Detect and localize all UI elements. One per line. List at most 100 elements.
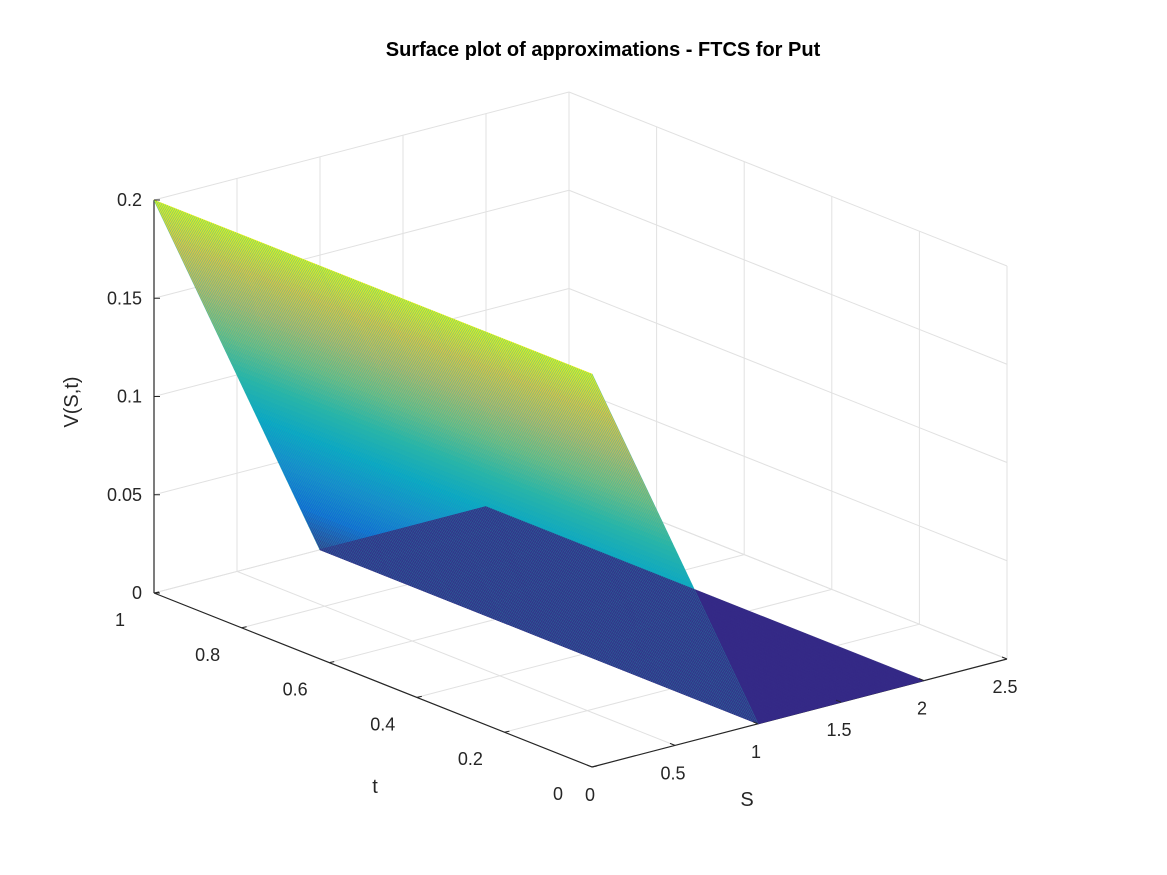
surface-mesh-line bbox=[471, 325, 638, 677]
surface-mesh-line bbox=[361, 522, 528, 567]
surface-mesh-line bbox=[182, 211, 349, 562]
x-tick-mark bbox=[752, 721, 759, 725]
surface-mesh-line bbox=[615, 623, 782, 668]
surface-mesh-line bbox=[344, 275, 511, 626]
surface-mesh-line bbox=[188, 213, 356, 564]
surface-mesh-line bbox=[451, 318, 619, 669]
surface-mesh-line bbox=[328, 269, 496, 620]
surface-mesh-line bbox=[521, 586, 688, 631]
surface-mesh-line bbox=[685, 651, 852, 696]
surface-mesh-line bbox=[160, 202, 327, 553]
surface-mesh-line bbox=[501, 338, 669, 689]
surface-mesh-line bbox=[184, 211, 352, 563]
surface-mesh-line bbox=[648, 636, 815, 681]
surface-mesh-line bbox=[624, 627, 791, 672]
surface-mesh-line bbox=[455, 319, 623, 671]
surface-mesh-line bbox=[528, 348, 695, 699]
surface-mesh-line bbox=[155, 200, 323, 551]
surface-mesh-line bbox=[230, 230, 398, 581]
surface-mesh-line bbox=[346, 516, 513, 561]
surface-mesh-line bbox=[324, 507, 491, 552]
surface-mesh-line bbox=[203, 219, 371, 571]
surface-mesh-line bbox=[420, 546, 587, 591]
surface-mesh-line bbox=[486, 332, 654, 683]
grid-line bbox=[153, 91, 570, 201]
surface-mesh-line bbox=[552, 598, 719, 643]
surface-mesh-line bbox=[512, 582, 679, 627]
surface-mesh-line bbox=[453, 559, 620, 604]
surface-mesh-line bbox=[560, 361, 728, 712]
surface-mesh-line bbox=[477, 328, 645, 679]
surface-mesh-line bbox=[291, 254, 459, 605]
surface-mesh-line bbox=[355, 279, 522, 631]
y-tick-mark bbox=[329, 661, 335, 664]
surface-mesh-line bbox=[295, 256, 463, 607]
surface-mesh-line bbox=[287, 252, 454, 604]
surface-mesh-line bbox=[350, 278, 518, 629]
surface-mesh-line bbox=[317, 265, 485, 616]
surface-mesh-line bbox=[497, 336, 665, 687]
surface-mesh-line bbox=[343, 515, 511, 560]
surface-mesh-line bbox=[729, 668, 896, 713]
surface-mesh-line bbox=[576, 367, 744, 718]
surface-mesh-line bbox=[425, 547, 592, 592]
surface-mesh-line bbox=[370, 285, 538, 637]
surface-mesh-line bbox=[589, 613, 756, 658]
surface-mesh-line bbox=[619, 625, 787, 670]
surface-mesh-line bbox=[186, 212, 354, 564]
surface-mesh-line bbox=[703, 658, 870, 703]
surface-mesh-line bbox=[641, 634, 809, 679]
surface-mesh-line bbox=[608, 621, 776, 666]
surface-mesh-line bbox=[442, 554, 609, 599]
surface-mesh-line bbox=[565, 603, 732, 648]
surface-mesh-line bbox=[475, 327, 643, 678]
surface-mesh-line bbox=[363, 283, 531, 634]
y-tick-mark bbox=[416, 695, 422, 698]
surface-mesh-line bbox=[398, 537, 565, 582]
surface-mesh-line bbox=[464, 323, 632, 674]
surface-mesh-line bbox=[372, 286, 540, 637]
surface-mesh-line bbox=[400, 538, 568, 583]
surface-mesh-line bbox=[481, 570, 649, 615]
surface-mesh-line bbox=[414, 543, 581, 588]
surface-mesh-line bbox=[278, 249, 446, 600]
surface-mesh-line bbox=[578, 368, 746, 719]
z-tick-label: 0.2 bbox=[117, 190, 142, 210]
surface-mesh-line bbox=[282, 251, 450, 602]
surface-mesh-line bbox=[462, 562, 629, 607]
surface-mesh-line bbox=[473, 326, 641, 678]
surface-mesh-line bbox=[179, 210, 347, 561]
surface-mesh-line bbox=[460, 561, 627, 606]
surface-mesh-line bbox=[484, 571, 651, 616]
surface-mesh-line bbox=[333, 271, 500, 622]
surface-mesh-line bbox=[392, 534, 559, 579]
surface-mesh-line bbox=[746, 675, 914, 720]
surface-mesh-line bbox=[674, 647, 841, 692]
surface-mesh-line bbox=[387, 292, 555, 644]
surface-mesh-line bbox=[593, 614, 760, 659]
surface-mesh-line bbox=[438, 312, 606, 664]
surface-mesh-line bbox=[613, 622, 780, 667]
surface-mesh-line bbox=[269, 245, 437, 597]
surface-mesh-line bbox=[727, 667, 894, 713]
surface-mesh-line bbox=[536, 352, 704, 703]
surface-mesh-line bbox=[477, 568, 644, 613]
surface-mesh-line bbox=[379, 289, 546, 640]
surface-mesh-line bbox=[565, 363, 733, 714]
surface-mesh-line bbox=[510, 581, 677, 626]
x-tick-mark bbox=[586, 764, 593, 768]
surface-mesh-line bbox=[195, 216, 363, 567]
surface-mesh-line bbox=[567, 604, 734, 649]
surface-mesh-line bbox=[479, 569, 646, 614]
surface-mesh-line bbox=[602, 618, 769, 663]
surface-mesh-line bbox=[199, 218, 367, 569]
surface-mesh-line bbox=[225, 228, 393, 579]
surface-mesh-line bbox=[584, 611, 752, 656]
surface-mesh-line bbox=[381, 290, 549, 641]
surface-mesh-line bbox=[512, 342, 680, 693]
surface-mesh-line bbox=[396, 536, 563, 581]
surface-mesh-line bbox=[490, 333, 658, 684]
surface-mesh-line bbox=[280, 250, 448, 601]
surface-mesh-line bbox=[541, 594, 708, 639]
surface-mesh-line bbox=[587, 372, 755, 723]
